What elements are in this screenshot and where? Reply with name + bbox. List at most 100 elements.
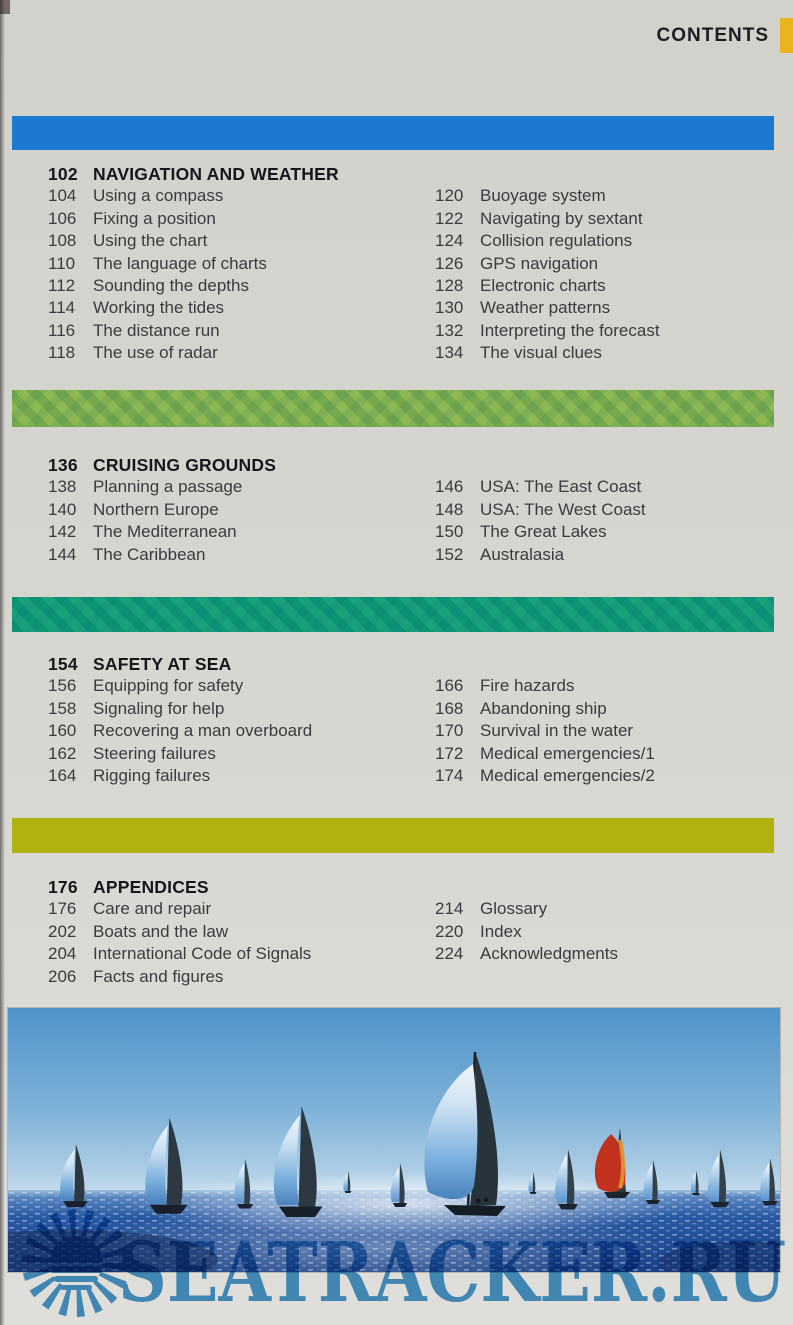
- toc-entry: 162 Steering failures: [48, 743, 435, 765]
- toc-entry: 128 Electronic charts: [435, 275, 660, 297]
- entry-label: The use of radar: [93, 343, 218, 363]
- entry-label: Care and repair: [93, 899, 212, 919]
- entry-label: The distance run: [93, 320, 220, 340]
- entry-page-number: 130: [435, 298, 464, 318]
- entry-page-number: 138: [48, 477, 77, 497]
- toc-column-left: 176 Care and repair 202 Boats and the law 20…: [0, 898, 435, 988]
- toc-entry: 120 Buoyage system: [435, 185, 660, 207]
- toc-entry: 158 Signaling for help: [48, 698, 435, 720]
- entry-page-number: 104: [48, 186, 77, 206]
- toc-entry: 166 Fire hazards: [435, 675, 655, 697]
- section-heading: 176 APPENDICES: [0, 876, 793, 898]
- sun-icon: [22, 1209, 130, 1317]
- section-divider-olive: [12, 818, 774, 853]
- toc-column-right: 214 Glossary 220 Index 224 Acknowledgments: [435, 898, 618, 965]
- section-heading: 102 NAVIGATION AND WEATHER: [0, 163, 793, 185]
- entry-label: Buoyage system: [480, 186, 606, 206]
- toc-entry: 170 Survival in the water: [435, 720, 655, 742]
- toc-entry: 206 Facts and figures: [48, 966, 435, 988]
- entry-page-number: 158: [48, 698, 77, 718]
- entry-label: Equipping for safety: [93, 676, 244, 696]
- entry-label: Northern Europe: [93, 499, 219, 519]
- section-title: CRUISING GROUNDS: [93, 455, 277, 475]
- entry-label: Medical emergencies/1: [480, 743, 655, 763]
- entry-page-number: 162: [48, 743, 77, 763]
- section-divider-blue: [12, 116, 774, 150]
- entry-page-number: 142: [48, 522, 77, 542]
- entry-page-number: 114: [48, 298, 76, 318]
- entry-label: The visual clues: [480, 343, 602, 363]
- entry-page-number: 106: [48, 208, 77, 228]
- entry-label: GPS navigation: [480, 253, 599, 273]
- entry-page-number: 150: [435, 522, 464, 542]
- sailboat-fleet: [60, 1051, 778, 1217]
- entry-label: Medical emergencies/2: [480, 766, 655, 786]
- section-cruising-grounds: 136 CRUISING GROUNDS 138 Planning a passa…: [0, 454, 793, 566]
- toc-entry: 116 The distance run: [48, 320, 435, 342]
- toc-entry: 132 Interpreting the forecast: [435, 320, 660, 342]
- section-page-number: 154: [48, 654, 78, 674]
- entry-label: Working the tides: [93, 298, 225, 318]
- toc-entry: 160 Recovering a man overboard: [48, 720, 435, 742]
- toc-entry: 114 Working the tides: [48, 297, 435, 319]
- entry-page-number: 148: [435, 499, 464, 519]
- entry-page-number: 202: [48, 921, 77, 941]
- entry-page-number: 152: [435, 544, 464, 564]
- toc-entry: 214 Glossary: [435, 898, 618, 920]
- entry-label: Collision regulations: [480, 231, 633, 251]
- entry-label: Navigating by sextant: [480, 208, 643, 228]
- toc-entry: 156 Equipping for safety: [48, 675, 435, 697]
- entry-page-number: 144: [48, 544, 77, 564]
- toc-entry: 172 Medical emergencies/1: [435, 743, 655, 765]
- toc-entry: 224 Acknowledgments: [435, 943, 618, 965]
- entry-page-number: 214: [435, 899, 464, 919]
- entry-label: Signaling for help: [93, 698, 225, 718]
- toc-entry: 150 The Great Lakes: [435, 521, 646, 543]
- entry-page-number: 134: [435, 343, 464, 363]
- entry-label: The Great Lakes: [480, 522, 607, 542]
- entry-label: Rigging failures: [93, 766, 211, 786]
- toc-entry: 130 Weather patterns: [435, 297, 660, 319]
- toc-entry: 164 Rigging failures: [48, 765, 435, 787]
- toc-column-left: 156 Equipping for safety 158 Signaling for …: [0, 675, 435, 787]
- section-appendices: 176 APPENDICES 176 Care and repair 202 Boat…: [0, 876, 793, 988]
- entry-page-number: 140: [48, 499, 77, 519]
- entry-label: Fire hazards: [480, 676, 575, 696]
- toc-entry: 176 Care and repair: [48, 898, 435, 920]
- entry-page-number: 156: [48, 676, 77, 696]
- toc-entry: 124 Collision regulations: [435, 230, 660, 252]
- entry-label: USA: The West Coast: [480, 499, 646, 519]
- toc-entry: 122 Navigating by sextant: [435, 208, 660, 230]
- entry-page-number: 220: [435, 921, 464, 941]
- sailboat-large-icon: [424, 1051, 506, 1216]
- watermark: SEATRACKER.RU: [22, 1209, 786, 1321]
- yellow-page-tab: [780, 18, 793, 53]
- toc-column-left: 138 Planning a passage 140 Northern Europe 1…: [0, 476, 435, 566]
- entry-page-number: 146: [435, 477, 464, 497]
- page-title: CONTENTS: [656, 25, 769, 46]
- entry-page-number: 122: [435, 208, 464, 228]
- toc-column-left: 104 Using a compass 106 Fixing a position 10…: [0, 185, 435, 364]
- toc-entry: 204 International Code of Signals: [48, 943, 435, 965]
- section-safety-at-sea: 154 SAFETY AT SEA 156 Equipping for safet…: [0, 653, 793, 787]
- entry-label: Sounding the depths: [93, 276, 249, 296]
- entry-label: Facts and figures: [93, 966, 224, 986]
- section-title: SAFETY AT SEA: [93, 654, 232, 674]
- entry-label: Boats and the law: [93, 921, 229, 941]
- entry-page-number: 174: [435, 766, 464, 786]
- entry-page-number: 110: [48, 253, 76, 273]
- section-page-number: 176: [48, 877, 78, 897]
- entry-label: Steering failures: [93, 743, 216, 763]
- entry-label: Australasia: [480, 544, 565, 564]
- entry-page-number: 170: [435, 721, 464, 741]
- section-page-number: 136: [48, 455, 78, 475]
- toc-entry: 202 Boats and the law: [48, 921, 435, 943]
- entry-page-number: 224: [435, 944, 464, 964]
- watermark-text: SEATRACKER.RU: [118, 1225, 786, 1321]
- entry-page-number: 116: [48, 320, 76, 340]
- entry-label: Electronic charts: [480, 276, 606, 296]
- entry-label: Index: [480, 921, 522, 941]
- toc-entry: 220 Index: [435, 921, 618, 943]
- toc-entry: 152 Australasia: [435, 544, 646, 566]
- section-divider-green: [12, 390, 774, 427]
